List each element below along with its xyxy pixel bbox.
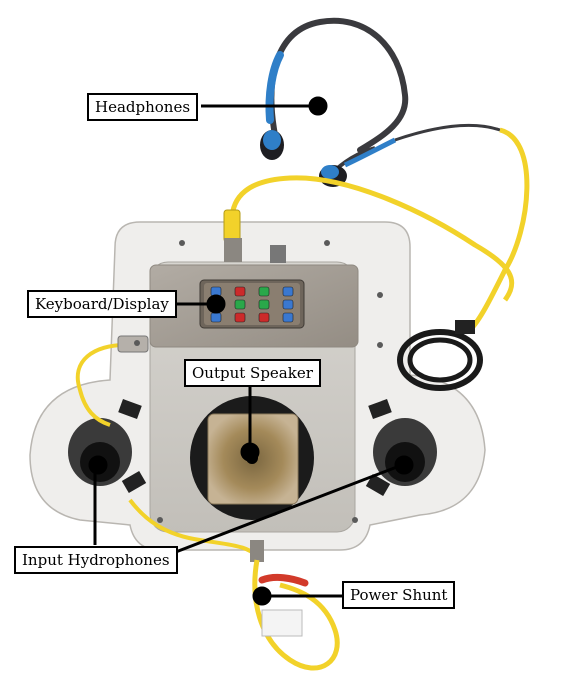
keypad-button: [282, 299, 294, 310]
input-hydrophones-label: Input Hydrophones: [14, 546, 178, 574]
left-hydrophone-graphic: [68, 399, 147, 494]
keyboard-display-module: [199, 279, 305, 329]
keypad-button: [210, 312, 222, 323]
power-shunt-label: Power Shunt: [342, 581, 456, 609]
keypad-button: [258, 299, 270, 310]
headphones-graphic: [260, 17, 530, 332]
keypad-button: [234, 312, 246, 323]
callout-leaders: [88, 96, 414, 606]
keypad-button: [282, 312, 294, 323]
headphones-label: Headphones: [87, 93, 199, 121]
keyboard-display-label: Keyboard/Display: [27, 290, 177, 318]
headphone-cable: [229, 175, 515, 302]
output-speaker-label: Output Speaker: [184, 359, 321, 387]
right-cable-coil: [397, 320, 483, 391]
keypad-button: [234, 286, 246, 297]
power-shunt-graphic: [250, 540, 340, 671]
keypad-button: [234, 299, 246, 310]
keypad-button: [258, 312, 270, 323]
keypad-button: [258, 286, 270, 297]
keypad-button: [282, 286, 294, 297]
